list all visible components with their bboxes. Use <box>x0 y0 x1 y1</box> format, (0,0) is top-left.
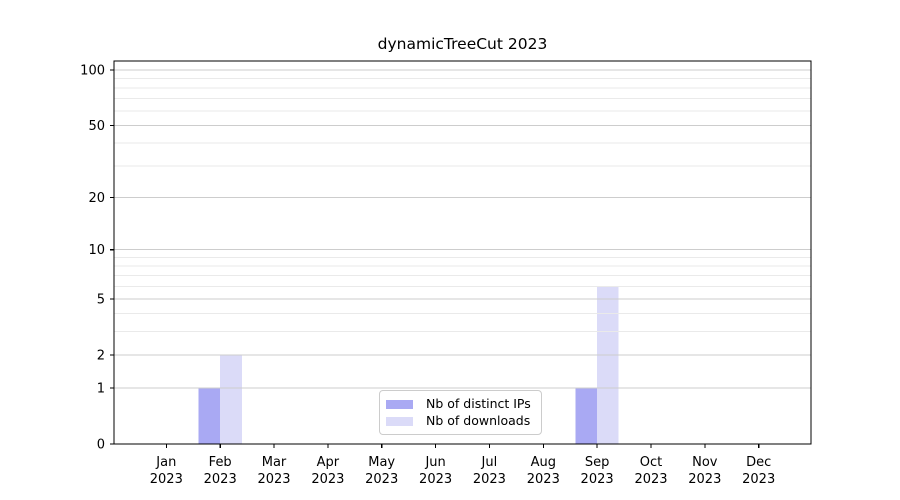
y-tick-label: 0 <box>97 438 105 453</box>
x-tick-label-month: Mar <box>262 455 287 470</box>
bar-distinct-ips-feb <box>198 387 221 444</box>
legend: Nb of distinct IPs Nb of downloads <box>379 390 542 435</box>
bar-downloads-sep <box>597 286 619 444</box>
x-tick-label-year: 2023 <box>419 472 452 487</box>
y-tick-label: 20 <box>88 191 105 206</box>
legend-label-downloads: Nb of downloads <box>426 413 531 429</box>
legend-swatch-downloads <box>386 417 413 426</box>
y-tick-label: 5 <box>97 292 105 307</box>
x-tick-label-month: May <box>368 455 395 470</box>
x-tick-label-year: 2023 <box>365 472 398 487</box>
x-tick-label-month: Nov <box>692 455 718 470</box>
x-tick-label-month: Feb <box>209 455 232 470</box>
x-tick-label-month: Oct <box>640 455 662 470</box>
x-tick-label-month: Apr <box>317 455 340 470</box>
y-tick-label: 1 <box>97 381 105 396</box>
x-tick-label-year: 2023 <box>150 472 183 487</box>
x-tick-label-year: 2023 <box>634 472 667 487</box>
bar-distinct-ips-sep <box>575 387 598 444</box>
x-tick-label-year: 2023 <box>257 472 290 487</box>
x-tick-label-year: 2023 <box>311 472 344 487</box>
x-tick-label-year: 2023 <box>473 472 506 487</box>
y-tick-label: 100 <box>80 64 105 79</box>
plot-frame <box>113 60 812 445</box>
chart-title: dynamicTreeCut 2023 <box>377 35 548 53</box>
legend-swatch-distinct-ips <box>386 400 413 409</box>
y-tick-label: 10 <box>88 243 105 258</box>
y-tick-label: 50 <box>88 119 105 134</box>
x-tick-label-month: Jan <box>155 455 176 470</box>
x-tick-label-year: 2023 <box>742 472 775 487</box>
bar-downloads-feb <box>220 355 242 444</box>
x-tick-label-year: 2023 <box>527 472 560 487</box>
x-tick-label-month: Aug <box>531 455 556 470</box>
legend-item-distinct-ips: Nb of distinct IPs <box>386 396 541 413</box>
x-tick-label-month: Sep <box>585 455 610 470</box>
x-tick-label-year: 2023 <box>581 472 614 487</box>
legend-item-downloads: Nb of downloads <box>386 413 541 430</box>
x-tick-label-year: 2023 <box>688 472 721 487</box>
y-tick-label: 2 <box>97 349 105 364</box>
legend-label-distinct-ips: Nb of distinct IPs <box>426 396 531 412</box>
x-tick-label-month: Jul <box>481 455 498 470</box>
x-tick-label-month: Jun <box>424 455 445 470</box>
x-tick-label-year: 2023 <box>204 472 237 487</box>
x-tick-label-month: Dec <box>746 455 771 470</box>
